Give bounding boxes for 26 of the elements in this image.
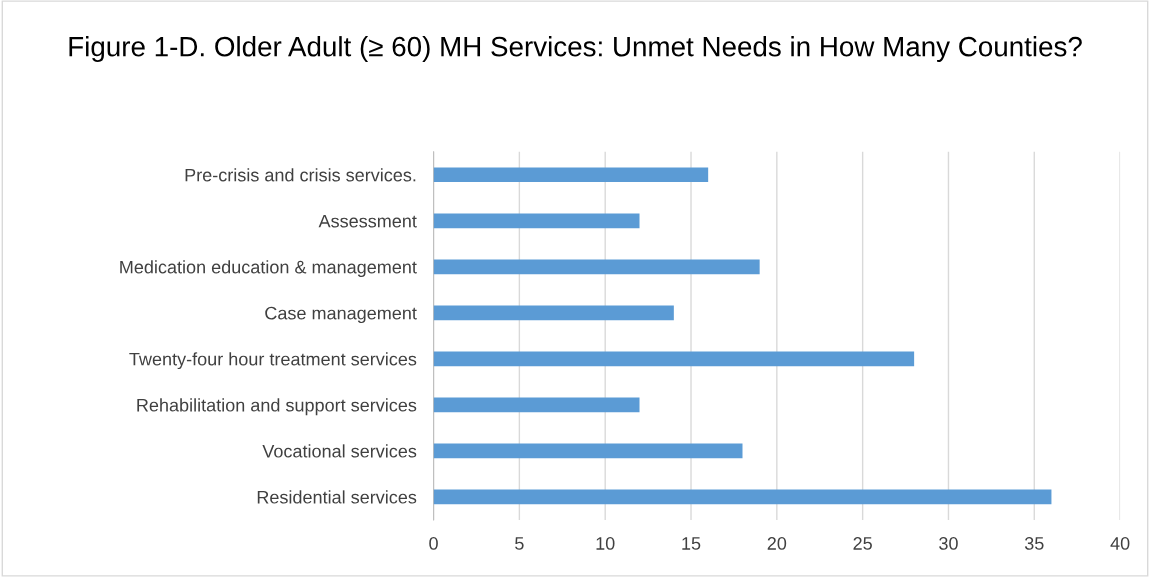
y-tick-label: Vocational services — [262, 444, 417, 458]
x-tick-label: 10 — [596, 537, 615, 550]
bar — [433, 489, 1052, 505]
y-tick-label: Medication education & management — [120, 260, 417, 278]
x-tick-label: 30 — [939, 537, 958, 550]
bar — [433, 397, 640, 413]
bar — [433, 167, 709, 183]
x-tick-label: 0 — [429, 537, 438, 550]
bar — [433, 213, 640, 229]
bar — [433, 443, 743, 459]
bar — [433, 259, 760, 275]
y-tick-label: Twenty-four hour treatment services — [129, 352, 417, 370]
y-tick-label: Residential services — [257, 490, 417, 504]
x-tick-label: 15 — [682, 537, 701, 550]
bar — [433, 351, 915, 367]
y-tick-label: Rehabilitation and support services — [137, 398, 417, 416]
y-tick-label: Case management — [265, 306, 417, 324]
x-tick-label: 35 — [1024, 537, 1044, 550]
x-tick-label: 40 — [1110, 537, 1130, 550]
x-tick-label: 25 — [853, 537, 872, 550]
x-tick-label: 5 — [515, 537, 524, 550]
x-tick-label: 20 — [767, 537, 787, 550]
y-tick-label: Pre-crisis and crisis services. — [185, 168, 416, 182]
chart-title: Figure 1-D. Older Adult (≥ 60) MH Services: Unmet Needs in How Many Counties? — [69, 36, 1082, 62]
bar — [433, 305, 674, 321]
y-tick-label: Assessment — [318, 214, 417, 228]
